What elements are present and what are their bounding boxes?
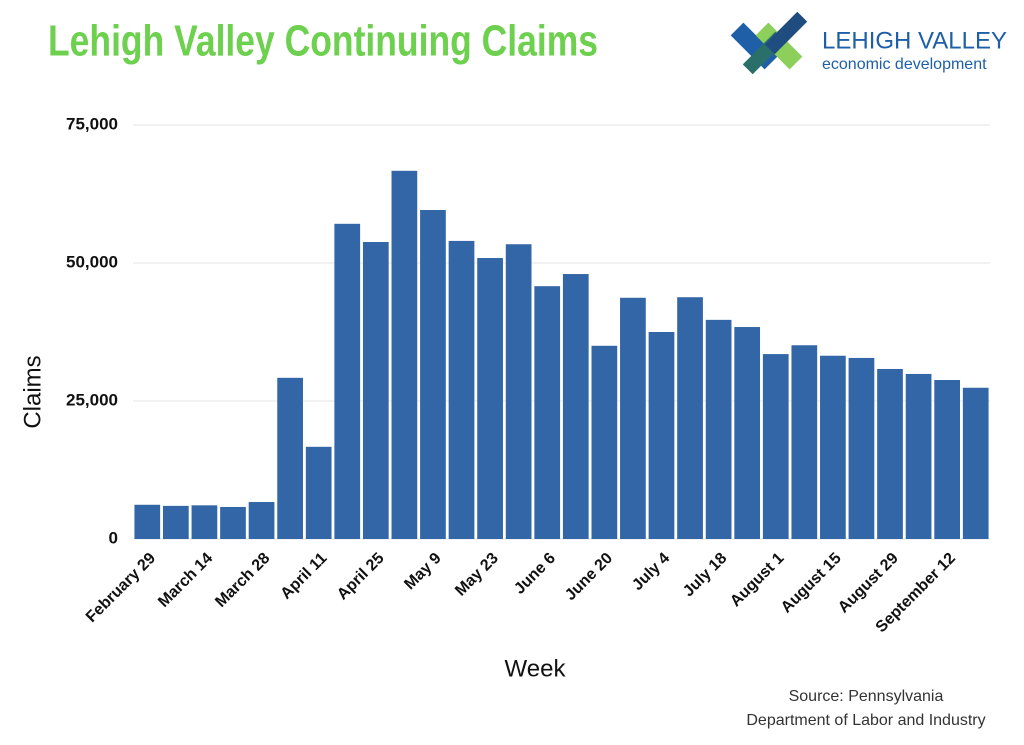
x-tick-label: August 15 <box>778 550 845 617</box>
chart-title: Lehigh Valley Continuing Claims <box>48 17 598 66</box>
bar <box>362 242 389 540</box>
x-tick-label: July 4 <box>629 550 673 594</box>
bar <box>277 377 303 539</box>
bar <box>591 345 618 539</box>
y-tick-label: 0 <box>109 528 118 547</box>
logo-mark <box>730 11 808 75</box>
y-axis-title: Claims <box>19 355 46 428</box>
y-tick-label: 25,000 <box>66 390 118 409</box>
logo-tagline: economic development <box>822 56 987 73</box>
bar <box>534 286 561 539</box>
bar <box>562 274 589 539</box>
x-tick-label: May 23 <box>452 550 502 600</box>
bar <box>677 297 703 539</box>
bar <box>734 327 761 539</box>
x-tick-label: February 29 <box>83 550 159 626</box>
source-line: Source: Pennsylvania <box>789 688 944 705</box>
bar <box>391 170 418 540</box>
bar <box>420 210 446 539</box>
x-tick-label: March 28 <box>212 550 273 611</box>
bar <box>820 355 846 539</box>
bar <box>791 345 818 539</box>
source-line: Department of Labor and Industry <box>746 712 985 729</box>
bar <box>477 258 503 539</box>
bar <box>334 223 361 540</box>
x-tick-label: March 14 <box>155 550 216 611</box>
bar <box>905 373 932 539</box>
x-tick-label: August 1 <box>727 550 788 611</box>
logo-name: LEHIGH VALLEY <box>822 27 1007 54</box>
x-axis-title: Week <box>505 655 567 682</box>
bar <box>962 387 989 539</box>
x-tick-label: June 6 <box>511 550 559 598</box>
bar <box>305 446 332 539</box>
y-tick-label: 50,000 <box>66 252 118 271</box>
bar <box>248 502 275 539</box>
bar <box>448 240 475 540</box>
y-tick-label: 75,000 <box>66 114 118 133</box>
bar <box>877 368 903 539</box>
bar <box>762 354 789 539</box>
x-tick-label: May 9 <box>401 550 445 594</box>
x-tick-label: June 20 <box>562 550 616 604</box>
x-tick-label: April 25 <box>334 550 388 604</box>
bar <box>505 244 532 539</box>
bar <box>705 319 732 539</box>
bar <box>620 297 646 539</box>
bar <box>648 332 675 539</box>
bar <box>934 380 961 539</box>
bar <box>848 357 875 539</box>
bar <box>191 505 218 539</box>
bar <box>162 505 189 539</box>
x-tick-label: July 18 <box>680 550 730 600</box>
x-tick-label: April 11 <box>278 550 331 603</box>
bar <box>220 506 246 539</box>
bar <box>134 504 161 539</box>
